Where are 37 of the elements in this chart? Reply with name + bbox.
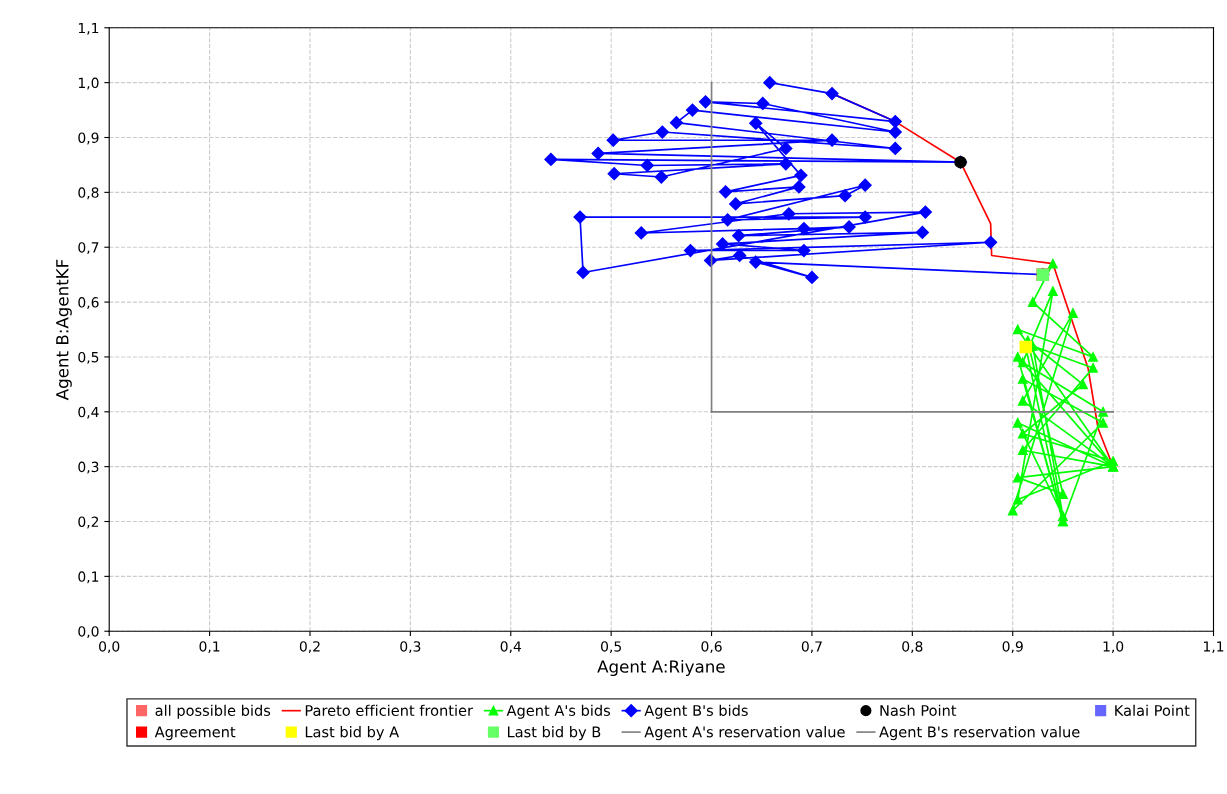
y-tick-label: 1,0	[78, 77, 99, 90]
legend-label: Kalai Point	[1115, 704, 1190, 716]
legend-label: Nash Point	[880, 704, 957, 716]
y-tick-label: 1,1	[78, 22, 99, 35]
x-tick-label: 0,2	[299, 641, 320, 654]
legend-label: Last bid by A	[305, 726, 399, 741]
x-tick-label: 0,1	[199, 641, 220, 654]
y-tick-label: 0,0	[78, 626, 99, 639]
x-tick-label: 0,5	[601, 641, 621, 654]
legend-label: Agreement	[154, 726, 236, 741]
legend-label: Agent B's bids	[644, 704, 748, 719]
x-axis-title: Agent A:Riyane	[597, 659, 725, 677]
x-tick-label: 0,6	[701, 641, 722, 654]
legend-label: Last bid by B	[507, 726, 601, 741]
x-tick-label: 0,7	[801, 641, 822, 654]
y-tick-label: 0,3	[78, 461, 99, 474]
y-tick-label: 0,1	[78, 571, 99, 584]
y-axis-title: Agent B:AgentKF	[56, 259, 72, 401]
y-tick-label: 0,2	[78, 516, 99, 529]
legend-label: Agent A's bids	[506, 704, 611, 719]
x-tick-label: 0,9	[1002, 641, 1023, 654]
legend-label: Agent A's reservation value	[644, 726, 845, 741]
legend-label: Agent B's reservation value	[879, 726, 1080, 741]
x-tick-label: 0,0	[99, 641, 120, 654]
x-tick-label: 0,8	[902, 641, 923, 654]
legend-label: all possible bids	[155, 704, 271, 719]
x-tick-label: 0,4	[500, 641, 522, 654]
y-tick-label: 0,6	[78, 297, 99, 309]
legend-label: Pareto efficient frontier	[305, 704, 474, 716]
y-tick-label: 0,7	[78, 242, 99, 255]
y-tick-label: 0,4	[78, 406, 99, 419]
y-tick-label: 0,9	[78, 132, 99, 145]
x-tick-label: 1,1	[1203, 641, 1224, 654]
x-tick-label: 1,0	[1103, 641, 1124, 654]
y-tick-label: 0,8	[78, 187, 99, 200]
y-tick-label: 0,5	[78, 351, 99, 364]
x-tick-label: 0,3	[400, 641, 421, 654]
